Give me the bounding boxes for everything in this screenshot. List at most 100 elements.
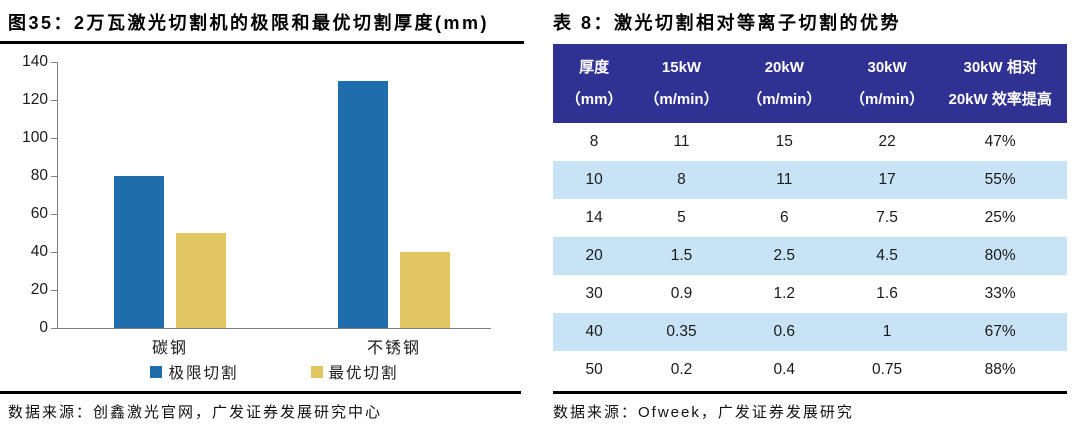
table-cell: 0.6 [773, 323, 796, 340]
table-header-cell: 厚度 （mm） [553, 44, 635, 123]
y-axis-tick [51, 214, 57, 215]
data-source: 数据来源：Ofweek，广发证券发展研究 [553, 404, 854, 421]
legend-swatch [150, 366, 163, 378]
legend-label: 最优切割 [328, 365, 399, 382]
bar-最优切割-不锈钢 [400, 252, 450, 328]
y-axis-label: 120 [22, 91, 48, 108]
table-panel: 表 8：激光切割相对等离子切割的优势 厚度 （mm） 15kW （m/min） 20kW… [545, 0, 1080, 432]
legend-item-极限切割: 极限切割 [150, 361, 238, 383]
table-cell: 15 [775, 133, 793, 150]
table-cell: 5 [677, 209, 686, 226]
table-header-cell: 30kW （m/min） [841, 44, 934, 123]
y-axis-label: 40 [30, 243, 48, 260]
table-cell: 17 [878, 171, 896, 188]
source-divider [553, 391, 1067, 394]
table-cell: 1.6 [876, 285, 898, 302]
y-axis-tick [51, 290, 57, 291]
y-axis-tick [51, 328, 57, 329]
data-source: 数据来源：创鑫激光官网，广发证券发展研究中心 [8, 404, 383, 421]
header-line: 20kW 效率提高 [948, 90, 1052, 108]
title-divider [0, 41, 524, 44]
table-cell: 11 [776, 171, 793, 188]
x-axis-label: 碳钢 [151, 340, 188, 357]
y-axis-label: 80 [30, 167, 48, 184]
table-cell: 1.2 [773, 285, 796, 302]
table-cell: 0.4 [773, 361, 796, 378]
table-header-cell: 20kW （m/min） [728, 44, 841, 123]
y-axis-label: 100 [22, 129, 48, 146]
table-cell: 0.9 [670, 285, 693, 302]
table-cell: 40 [585, 323, 603, 340]
y-axis-tick [51, 176, 57, 177]
header-line: 30kW [867, 59, 907, 76]
table-cell: 55% [984, 171, 1016, 188]
bar-chart: 0 20 40 60 80 100 120 140 碳钢 不锈钢极限切割 最优切割 [0, 0, 535, 432]
table-cell: 7.5 [876, 209, 898, 226]
y-axis-tick [51, 252, 57, 253]
table-header-cell: 15kW （m/min） [635, 44, 728, 123]
legend-label: 极限切割 [168, 365, 239, 382]
table-cell: 2.5 [773, 247, 796, 264]
table-title: 表 8：激光切割相对等离子切割的优势 [553, 13, 902, 33]
header-line: 20kW [764, 59, 804, 76]
bar-极限切割-碳钢 [114, 176, 164, 328]
y-axis-label: 140 [22, 53, 48, 70]
table-cell: 30 [585, 285, 603, 302]
table-row: 8 11 15 22 47% [553, 123, 1067, 161]
y-axis-label: 20 [30, 281, 48, 298]
table-cell: 6 [779, 209, 789, 226]
table-cell: 0.2 [670, 361, 693, 378]
table-cell: 25% [984, 209, 1016, 226]
table-row: 10 8 11 17 55% [553, 161, 1067, 199]
table-cell: 88% [984, 361, 1016, 378]
header-line: （m/min） [849, 90, 925, 108]
comparison-table: 厚度 （mm） 15kW （m/min） 20kW （m/min） 30kW （m/min） 3… [553, 44, 1067, 389]
table-cell: 22 [878, 133, 896, 150]
y-axis-line [57, 62, 58, 328]
legend-item-最优切割: 最优切割 [310, 361, 399, 383]
table-cell: 4.5 [876, 247, 898, 264]
y-axis-label: 0 [39, 319, 48, 336]
table-cell: 11 [673, 133, 690, 150]
table-cell: 1 [882, 323, 892, 340]
table-cell: 14 [585, 209, 603, 226]
table-row: 40 0.35 0.6 1 67% [553, 313, 1067, 351]
header-line: 厚度 [579, 59, 610, 76]
table-cell: 8 [677, 171, 686, 188]
table-row: 50 0.2 0.4 0.75 88% [553, 351, 1067, 389]
table-cell: 67% [984, 323, 1016, 340]
table-cell: 8 [589, 133, 599, 150]
y-axis-label: 60 [30, 205, 48, 222]
table-header-cell: 30kW 相对 20kW 效率提高 [933, 44, 1067, 123]
x-axis-label: 不锈钢 [366, 340, 421, 357]
header-line: 30kW 相对 [963, 59, 1037, 76]
y-axis-tick [51, 62, 57, 63]
table-cell: 0.75 [872, 361, 903, 378]
table-row: 30 0.9 1.2 1.6 33% [553, 275, 1067, 313]
chart-legend: 极限切割 最优切割 [57, 361, 492, 383]
header-line: （m/min） [747, 90, 822, 108]
table-cell: 33% [984, 285, 1016, 302]
x-axis-line [57, 328, 491, 329]
table-cell: 10 [585, 171, 603, 188]
header-line: 15kW [661, 59, 702, 76]
table-cell: 80% [984, 247, 1016, 264]
figure-panel: 图35：2万瓦激光切割机的极限和最优切割厚度(mm) 0 20 40 60 80 100 1… [0, 0, 535, 432]
table-cell: 0.35 [666, 323, 697, 340]
legend-swatch [310, 366, 323, 378]
header-line: （m/min） [644, 90, 719, 108]
figure-title: 图35：2万瓦激光切割机的极限和最优切割厚度(mm) [8, 13, 490, 33]
header-line: （mm） [565, 90, 623, 108]
table-row: 14 5 6 7.5 25% [553, 199, 1067, 237]
table-cell: 1.5 [670, 247, 693, 264]
y-axis-tick [51, 100, 57, 101]
table-cell: 47% [984, 133, 1016, 150]
table-row: 20 1.5 2.5 4.5 80% [553, 237, 1067, 275]
bar-极限切割-不锈钢 [338, 81, 388, 328]
source-divider [0, 391, 521, 394]
table-cell: 50 [585, 361, 603, 378]
table-cell: 20 [585, 247, 603, 264]
y-axis-tick [51, 138, 57, 139]
bar-最优切割-碳钢 [176, 233, 226, 328]
